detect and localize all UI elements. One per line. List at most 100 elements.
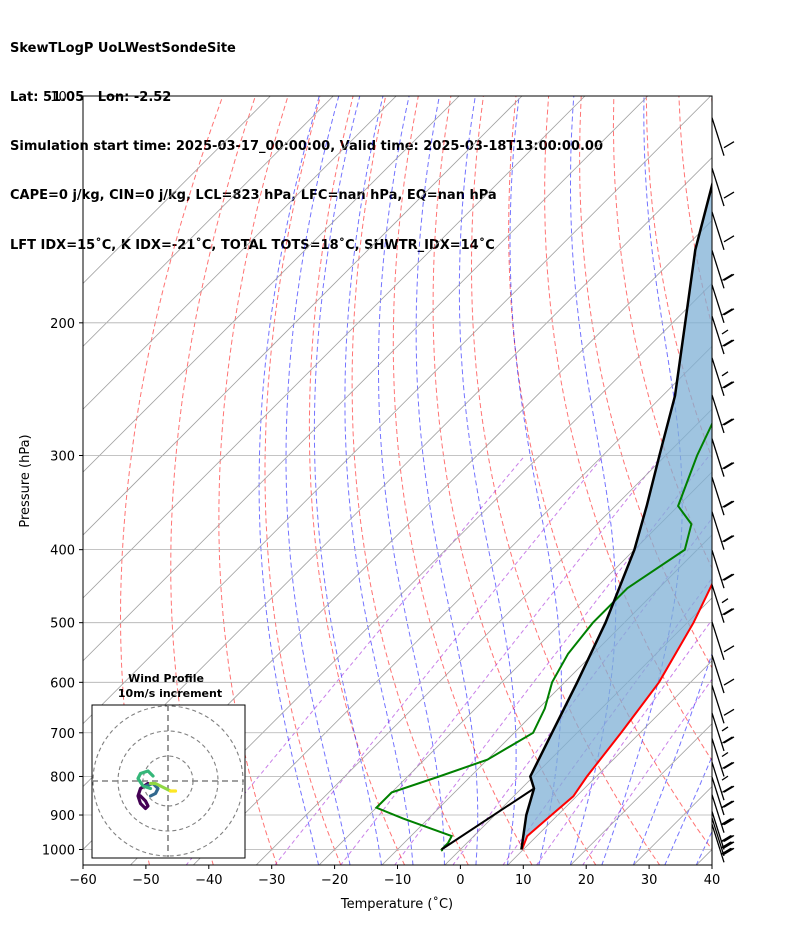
parcel-line [520,180,712,850]
y-tick-label: 300 [50,450,75,465]
wind-barb-half-flag [721,726,729,732]
isotherm [507,660,712,865]
wind-barb-staff [711,761,725,801]
x-tick-label: −60 [69,873,96,888]
wind-barb-staff [711,357,725,397]
wind-barb-staff [711,824,725,863]
isotherm [83,96,334,347]
y-axis-label: Pressure (hPa) [18,434,33,527]
wind-barb-staff [711,167,725,207]
moist-adiabat [632,652,712,865]
wind-barb-staff [711,394,725,434]
dry-adiabat [351,96,469,865]
wind-barb-flag [723,535,735,543]
dry-adiabat [777,96,794,866]
wind-barb-flag [723,308,735,316]
wind-barb-flag [722,381,733,389]
wind-barb-staff [711,250,725,289]
x-tick-label: 30 [641,873,658,888]
isotherm [83,96,271,284]
wind-barb-half-flag [721,775,729,781]
wind-barb-staff [711,117,725,156]
y-tick-label: 500 [50,617,75,632]
chart-times: Simulation start time: 2025-03-17_00:00:… [10,139,603,155]
wind-barb-flag [723,608,735,616]
moist-adiabat [344,96,414,865]
mixing-ratio-line [452,517,712,865]
dewpoint-line [374,421,712,852]
isotherm [83,96,523,536]
moist-adiabat [664,755,712,865]
chart-title-block: SkewTLogP UoLWestSondeSite Lat: 51.05 Lo… [10,8,603,271]
hodograph-subtitle: 10m/s increment [118,687,222,700]
chart-convective-params: CAPE=0 j/kg, CIN=0 j/kg, LCL=823 hPa, LF… [10,188,497,204]
wind-barb-flag [723,841,735,849]
x-tick-label: 40 [704,873,721,888]
wind-barb-flag [723,736,735,744]
mixing-ratio-line [582,678,712,865]
mixing-ratio-line [536,618,712,865]
isotherm [192,345,712,865]
wind-barb-staff [711,476,725,516]
x-axis-label: Temperature (˚C) [340,896,453,912]
hodograph-plot [92,705,245,858]
y-tick-label: 600 [50,676,75,691]
x-axis-ticks: −60 −50 −40 −30 −20 −10 0 10 20 30 40 [69,865,720,888]
wind-barb-flag [722,834,733,843]
chart-title: SkewTLogP UoLWestSondeSite [10,40,236,56]
wind-barb-flag [723,418,735,426]
wind-barb-flag [722,736,733,744]
wind-barb-staff [711,811,725,850]
hodograph-inset: Wind Profile 10m/s increment [91,672,246,859]
dry-adiabat [744,96,794,866]
y-tick-label: 800 [50,770,75,785]
y-tick-label: 100 [50,90,75,105]
wind-barb-staff [711,621,725,660]
wind-barb-flag [722,500,733,508]
wind-barb-flag [720,847,732,855]
wind-barb-flag [723,381,735,389]
dry-adiabat [432,96,597,865]
wind-barb-flag [723,141,735,149]
moist-adiabat [759,96,794,866]
x-tick-label: −30 [258,873,285,888]
x-tick-label: −40 [195,873,222,888]
shaded-region [521,185,712,850]
y-axis-ticks: 100 200 300 400 500 600 700 800 900 1000 [42,90,83,859]
wind-barb-flag [723,708,735,716]
wind-barb-flag [723,645,735,653]
hodograph-trace [136,769,155,791]
wind-barb-flag [720,834,732,843]
dry-adiabat [470,96,661,865]
hodograph-trace [148,781,173,793]
wind-barb-flag [723,500,735,508]
mixing-ratio-line [274,455,605,865]
surface-dewpoint-to-LCL-line [440,787,535,851]
wind-barb-staff [711,794,725,833]
wind-barb-half-flag [721,598,729,604]
wind-barb-flag [723,191,735,199]
y-tick-label: 1000 [42,844,75,859]
moist-adiabat [378,96,445,865]
wind-barb-flag [722,308,733,316]
wind-barb-staff [711,738,725,777]
wind-barb-staff [711,511,725,550]
wind-barb-flag [723,462,735,470]
cape-cin-shading [521,185,712,850]
isotherm [570,723,712,865]
wind-barb-flag [723,678,735,686]
dry-adiabat [264,96,342,865]
moist-adiabat [313,96,382,865]
y-tick-label: 400 [50,544,75,559]
isotherm [83,96,711,725]
wind-barb-flag [722,785,733,793]
wind-barb-flag [723,761,735,770]
y-tick-label: 200 [50,317,75,332]
dry-adiabat [170,96,256,865]
wind-barb-flag [723,573,735,581]
y-tick-label: 700 [50,727,75,742]
wind-barb-staff [711,284,725,324]
dry-adiabat [392,96,533,865]
wind-barb-flag [723,834,735,843]
profile-lines [374,180,712,852]
